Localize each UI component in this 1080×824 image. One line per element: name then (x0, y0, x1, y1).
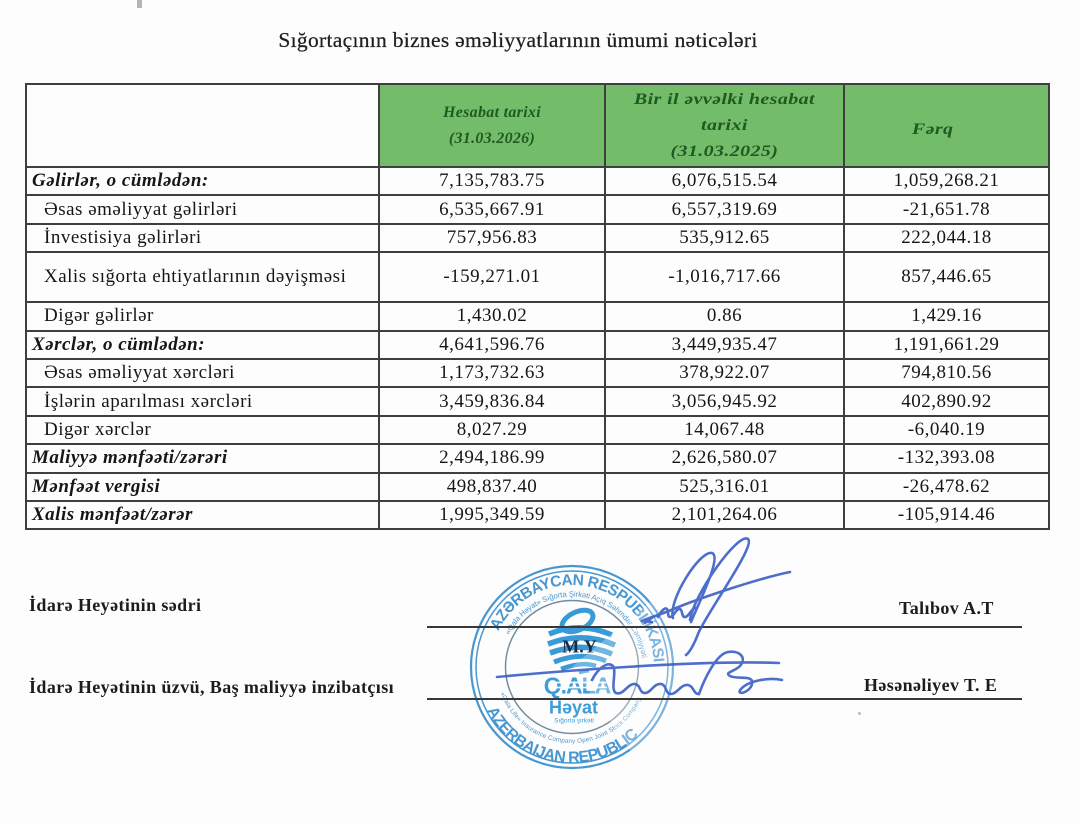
svg-text:Sığorta şirkəti: Sığorta şirkəti (554, 717, 594, 724)
svg-text:M.Y: M.Y (562, 636, 597, 656)
svg-text:Həyat: Həyat (548, 697, 597, 717)
